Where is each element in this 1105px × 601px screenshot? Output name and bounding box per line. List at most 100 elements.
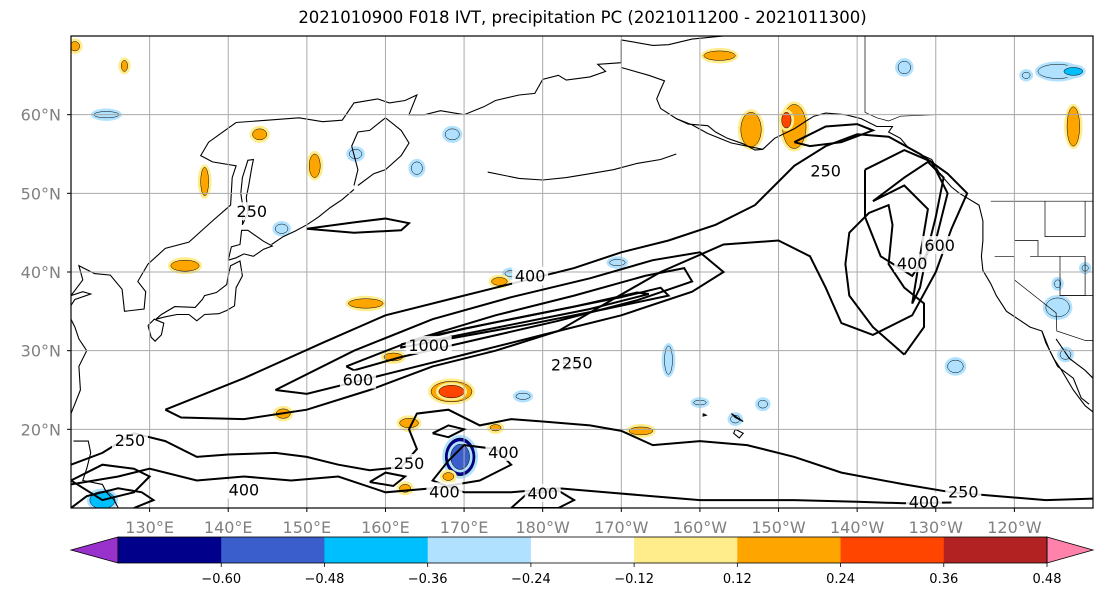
colorbar-tick-label: 0.12 — [723, 572, 752, 587]
ivt-contour — [71, 408, 1093, 502]
x-tick-label: 130°W — [909, 518, 964, 537]
contour-label: 400 — [429, 482, 460, 501]
precip-patch — [491, 277, 508, 286]
colorbar: −0.60 −0.48 −0.36 −0.24 −0.12 0.12 0.24 0.36 0.4… — [69, 536, 1095, 587]
precip-patch — [170, 259, 200, 272]
border-line — [1044, 201, 1086, 237]
gridlines — [71, 36, 1093, 508]
contour-label-bg — [405, 335, 452, 354]
coastline-japan-kyushu — [147, 318, 165, 342]
precip-patch — [1063, 67, 1084, 76]
precip-patch — [609, 259, 626, 266]
coastline-aleutians — [487, 153, 677, 181]
contour-label: 250 — [237, 202, 268, 221]
precip-patch — [628, 426, 654, 436]
contour-label-bg — [905, 492, 942, 508]
y-tick-label: 50°N — [21, 184, 61, 203]
contour-label-bg — [339, 370, 376, 389]
precip-patch — [349, 149, 363, 159]
coastline-hawaii-west — [702, 413, 708, 417]
y-tick-label: 40°N — [21, 263, 61, 282]
ivt-contour — [844, 203, 925, 356]
coastline-asia-coast-south — [71, 291, 93, 414]
y-tick-label: 30°N — [21, 342, 61, 361]
ivt-contour — [510, 489, 577, 508]
contour-label: 400 — [527, 484, 558, 503]
colorbar-tick-label: −0.48 — [305, 572, 345, 587]
contour-label: 400 — [229, 481, 260, 500]
ivt-contour-labels: 2502504004006001000250250600250250400400… — [111, 161, 982, 511]
ivt-contour — [432, 424, 467, 439]
colorbar-segment — [221, 537, 325, 563]
border-line — [1059, 256, 1093, 296]
ivt-contour — [872, 160, 945, 304]
contour-label: 250 — [562, 353, 593, 372]
contour-label-bg — [225, 480, 262, 499]
ivt-contours — [71, 123, 1093, 508]
coastline-alaska-south — [621, 66, 1093, 413]
ivt-contour — [71, 463, 152, 502]
contour-label: 600 — [343, 371, 374, 390]
contour-label: 400 — [909, 492, 940, 511]
coastline-alaska-north — [621, 36, 724, 46]
x-tick-label: 150°E — [283, 518, 332, 537]
precip-patch — [1045, 297, 1070, 318]
contour-label-bg — [921, 236, 958, 255]
contour-label-bg — [391, 453, 428, 472]
y-tick-label: 60°N — [21, 106, 61, 125]
coastline-japan-hokkaido — [227, 229, 274, 261]
coastline-gulf-ca — [1055, 338, 1093, 379]
colorbar-tick-label: −0.60 — [201, 572, 241, 587]
colorbar-tick-label: −0.12 — [614, 572, 654, 587]
x-tick-label: 180°W — [516, 518, 571, 537]
precip-patch — [275, 223, 289, 234]
x-tick-label: 160°E — [361, 518, 410, 537]
colorbar-tick-label: 0.48 — [1033, 572, 1062, 587]
coastline-baja — [1041, 330, 1090, 405]
contour-label: 250 — [394, 454, 425, 473]
precip-patch — [252, 128, 268, 141]
coastline-hawaii — [731, 413, 744, 422]
colorbar-segment — [943, 537, 1048, 563]
ivt-contour — [793, 123, 876, 148]
coastline-alaska-peninsula — [676, 118, 763, 150]
precip-patch — [399, 418, 419, 429]
precip-patch — [947, 359, 964, 373]
x-tick-label: 140°E — [204, 518, 253, 537]
ivt-contour — [306, 217, 412, 234]
coastline-layer — [71, 36, 1093, 508]
colorbar-segment — [840, 537, 945, 563]
precip-patch — [757, 399, 768, 409]
precip-patch — [308, 153, 321, 178]
precip-patch — [442, 472, 455, 481]
contour-label-bg — [426, 482, 463, 501]
precip-patch — [781, 112, 792, 129]
precip-patch — [444, 128, 460, 141]
contour-label-bg — [559, 353, 596, 372]
x-tick-label: 150°W — [751, 518, 806, 537]
ivt-contour — [71, 444, 952, 505]
x-tick-label: 130°E — [125, 518, 174, 537]
contour-label: 250 — [948, 482, 979, 501]
ivt-contour — [416, 291, 650, 342]
ivt-contour — [345, 266, 694, 372]
coastline-hawaii-big — [733, 428, 745, 439]
y-tick-label: 20°N — [21, 420, 61, 439]
contour-label: 400 — [515, 267, 546, 286]
precip-patch — [438, 385, 465, 399]
x-tick-label: 140°W — [830, 518, 885, 537]
border-line — [1014, 201, 1039, 257]
precip-patch — [71, 41, 80, 52]
contour-label-bg — [485, 442, 522, 461]
precip-patch — [515, 392, 531, 400]
contour-label-bg — [945, 482, 982, 501]
colorbar-tick-label: −0.36 — [408, 572, 448, 587]
colorbar-segment — [118, 537, 222, 563]
coastline-asia-east-coast — [71, 39, 622, 312]
contour-label-bg — [894, 254, 931, 273]
contour-label: 600 — [924, 236, 955, 255]
precip-patch — [200, 167, 209, 196]
colorbar-frame — [117, 536, 1048, 564]
precip-patch — [411, 161, 423, 175]
